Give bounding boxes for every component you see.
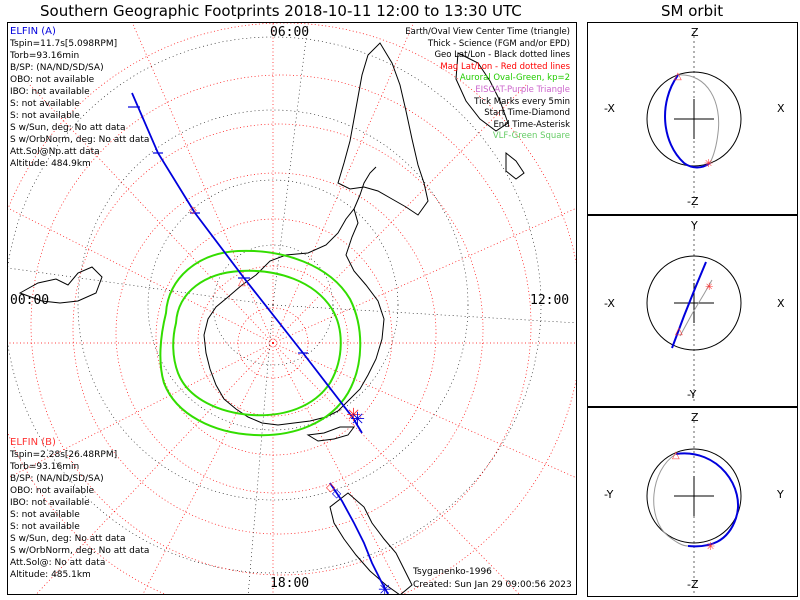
sm-panel-yz-canvas: △ ✳ <box>646 416 742 593</box>
sm-panel-xy-canvas: ✳ △ <box>646 224 742 401</box>
sm2-top-label: Y <box>691 219 698 232</box>
elfin-b-diamond-blue: ◇ <box>332 486 342 500</box>
elfin-a-line: Att.Sol@Np.att data <box>10 147 100 157</box>
elfin-a-line: S: not available <box>10 99 80 109</box>
sm-panel-xz: △ ✳ Z -Z -X X <box>587 22 798 215</box>
elfin-b-line: S: not available <box>10 510 80 520</box>
elfin-a-line: Altitude: 484.9km <box>10 159 91 169</box>
elfin-b-track <box>329 482 389 594</box>
clock-label-bottom: 18:00 <box>270 576 310 591</box>
elfin-a-line: S: not available <box>10 111 80 121</box>
sm2-right-label: X <box>777 297 785 310</box>
auroral-oval-outer <box>159 249 362 437</box>
elfin-a-line: B/SP: (NA/ND/SD/SA) <box>10 63 104 73</box>
elfin-a-track <box>131 92 363 434</box>
legend-item: Thick - Science (FGM and/or EPD) <box>427 38 570 49</box>
sm2-left-label: -X <box>604 297 615 310</box>
legend-item: Geo Lat/Lon - Black dotted lines <box>434 50 570 61</box>
svg-text:△: △ <box>672 450 680 461</box>
svg-text:△: △ <box>675 326 683 337</box>
sm-panel-yz: △ ✳ Z -Z -Y Y <box>587 407 798 597</box>
sm1-bottom-label: -Z <box>687 195 699 208</box>
elfin-b-info: ELFIN (B) Tspin=2.28s[26.48RPM] Torb=93.… <box>10 437 149 581</box>
south-america-coastline <box>337 42 429 216</box>
africa-coastline <box>18 266 103 304</box>
sm1-top-label: Z <box>691 26 699 39</box>
elfin-b-line: Torb=93.16min <box>10 462 80 472</box>
legend-item: Start Time-Diamond <box>484 108 570 119</box>
svg-text:✳: ✳ <box>706 540 715 553</box>
australia-coastline <box>329 492 413 594</box>
svg-text:✳: ✳ <box>704 157 713 170</box>
elfin-b-line: S w/OrbNorm, deg: No att data <box>10 546 150 556</box>
elfin-a-info: ELFIN (A) Tspin=11.7s[5.098RPM] Torb=93.… <box>10 26 149 170</box>
map-legend: Earth/Oval View Center Time (triangle) Th… <box>405 27 570 143</box>
sm1-left-label: -X <box>604 102 615 115</box>
legend-item: Earth/Oval View Center Time (triangle) <box>405 27 570 37</box>
sm2-bottom-label: -Y <box>687 388 697 401</box>
clock-label-top: 06:00 <box>270 25 310 40</box>
elfin-a-line: Tspin=11.7s[5.098RPM] <box>10 39 118 49</box>
polar-map-canvas: ◇ △ ✳ ✳ ◇ ◇ ✳ <box>8 23 576 595</box>
elfin-b-line: B/SP: (NA/ND/SD/SA) <box>10 474 104 484</box>
elfin-a-line: IBO: not available <box>10 87 90 97</box>
elfin-a-end-asterisk: ✳ <box>346 405 361 426</box>
elfin-b-header: ELFIN (B) <box>10 437 56 448</box>
elfin-b-line: S w/Sun, deg: No att data <box>10 534 126 544</box>
elfin-a-end-asterisk-blue: ✳ <box>350 409 365 430</box>
page-title: Southern Geographic Footprints 2018-10-1… <box>40 2 522 20</box>
geo-latitude-grid <box>8 36 542 574</box>
footer-created: Created: Sun Jan 29 09:00:56 2023 <box>413 580 572 590</box>
legend-item: Tick Marks every 5min <box>474 96 570 107</box>
elfin-a-start-diamond: ◇ <box>189 205 197 216</box>
sm-orbit-title: SM orbit <box>661 2 724 20</box>
elfin-b-line: IBO: not available <box>10 498 90 508</box>
elfin-a-line: OBO: not available <box>10 75 95 85</box>
svg-text:△: △ <box>674 71 682 82</box>
geo-longitude-grid <box>8 23 576 594</box>
elfin-b-start-diamond: ◇ <box>326 480 336 494</box>
pacific-island-coastline <box>505 151 525 180</box>
auroral-oval-inner <box>172 269 342 417</box>
elfin-a-center-triangle: △ <box>238 277 246 288</box>
elfin-b-end-asterisk: ✳ <box>378 580 391 595</box>
svg-text:✳: ✳ <box>705 282 713 293</box>
legend-item: EISCAT-Purple Triangle <box>475 84 570 95</box>
sm3-bottom-label: -Z <box>687 578 699 591</box>
elfin-a-line: S w/Sun, deg: No att data <box>10 123 126 133</box>
sm3-right-label: Y <box>777 488 784 501</box>
legend-item: Mag Lat/Lon - Red dotted lines <box>440 61 570 72</box>
elfin-b-line: Tspin=2.28s[26.48RPM] <box>10 450 118 460</box>
clock-label-left: 00:00 <box>10 293 50 308</box>
new-zealand-coastline <box>306 426 355 442</box>
antarctica-coastline <box>203 207 385 426</box>
elfin-b-line: Att.Sol@: No att data <box>10 558 106 568</box>
legend-item: VLF-Green Square <box>492 131 570 142</box>
elfin-a-line: S w/OrbNorm, deg: No att data <box>10 135 150 145</box>
sm-panel-xy: ✳ △ Y -Y -X X <box>587 215 798 407</box>
legend-item: Auroral Oval-Green, kp=2 <box>459 73 570 84</box>
elfin-a-line: Torb=93.16min <box>10 51 80 61</box>
footer-author: Tsyganenko-1996 <box>413 567 492 577</box>
clock-label-right: 12:00 <box>530 293 570 308</box>
elfin-b-line: OBO: not available <box>10 486 95 496</box>
asia-coastline <box>455 52 509 132</box>
sm1-right-label: X <box>777 102 785 115</box>
sm-panel-xz-canvas: △ ✳ <box>646 31 742 208</box>
elfin-b-line: Altitude: 485.1km <box>10 570 91 580</box>
polar-map: ◇ △ ✳ ✳ ◇ ◇ ✳ 06:00 00:00 12:00 18:00 EL… <box>7 22 577 595</box>
legend-item: End Time-Asterisk <box>493 119 570 130</box>
elfin-a-tick-marks <box>128 106 308 354</box>
mag-longitude-grid <box>8 23 576 594</box>
sm3-left-label: -Y <box>604 488 614 501</box>
antarctic-peninsula <box>353 166 377 210</box>
elfin-b-line: S: not available <box>10 522 80 532</box>
elfin-a-header: ELFIN (A) <box>10 26 56 37</box>
sm3-top-label: Z <box>691 411 699 424</box>
